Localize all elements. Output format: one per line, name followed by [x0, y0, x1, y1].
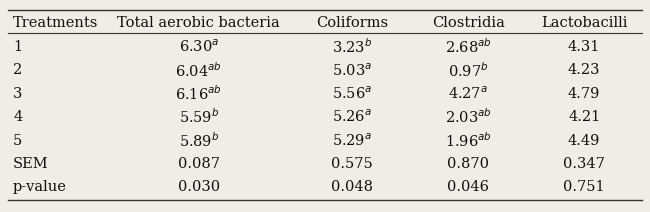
Text: 5.29$^{a}$: 5.29$^{a}$ [332, 132, 372, 149]
Text: Treatments: Treatments [13, 16, 98, 30]
Text: 4: 4 [13, 110, 22, 124]
Text: 0.97$^{b}$: 0.97$^{b}$ [448, 61, 489, 80]
Text: 5.26$^{a}$: 5.26$^{a}$ [332, 109, 372, 126]
Text: 0.575: 0.575 [332, 157, 373, 171]
Text: SEM: SEM [13, 157, 49, 171]
Text: 5.03$^{a}$: 5.03$^{a}$ [332, 62, 372, 78]
Text: Coliforms: Coliforms [316, 16, 388, 30]
Text: 4.27$^{a}$: 4.27$^{a}$ [448, 85, 488, 102]
Text: 4.23: 4.23 [568, 63, 601, 77]
Text: 6.30$^{a}$: 6.30$^{a}$ [179, 39, 219, 55]
Text: 0.048: 0.048 [332, 180, 373, 194]
Text: p-value: p-value [13, 180, 67, 194]
Text: 2: 2 [13, 63, 22, 77]
Text: 5.59$^{b}$: 5.59$^{b}$ [179, 108, 219, 127]
Text: 4.49: 4.49 [568, 134, 601, 148]
Text: 0.030: 0.030 [177, 180, 220, 194]
Text: 0.870: 0.870 [447, 157, 489, 171]
Text: 6.16$^{ab}$: 6.16$^{ab}$ [176, 84, 222, 103]
Text: 1.96$^{ab}$: 1.96$^{ab}$ [445, 131, 492, 150]
Text: 2.03$^{ab}$: 2.03$^{ab}$ [445, 108, 492, 127]
Text: 0.087: 0.087 [178, 157, 220, 171]
Text: 3.23$^{b}$: 3.23$^{b}$ [332, 38, 372, 56]
Text: 0.347: 0.347 [564, 157, 605, 171]
Text: Total aerobic bacteria: Total aerobic bacteria [118, 16, 280, 30]
Text: Clostridia: Clostridia [432, 16, 504, 30]
Text: Lactobacilli: Lactobacilli [541, 16, 627, 30]
Text: 4.21: 4.21 [568, 110, 601, 124]
Text: 5.56$^{a}$: 5.56$^{a}$ [332, 85, 372, 102]
Text: 4.31: 4.31 [568, 40, 601, 54]
Text: 1: 1 [13, 40, 22, 54]
Text: 0.751: 0.751 [564, 180, 605, 194]
Text: 0.046: 0.046 [447, 180, 489, 194]
Text: 6.04$^{ab}$: 6.04$^{ab}$ [176, 61, 222, 80]
Text: 3: 3 [13, 87, 22, 101]
Text: 5.89$^{b}$: 5.89$^{b}$ [179, 131, 219, 150]
Text: 4.79: 4.79 [568, 87, 601, 101]
Text: 2.68$^{ab}$: 2.68$^{ab}$ [445, 38, 492, 56]
Text: 5: 5 [13, 134, 22, 148]
